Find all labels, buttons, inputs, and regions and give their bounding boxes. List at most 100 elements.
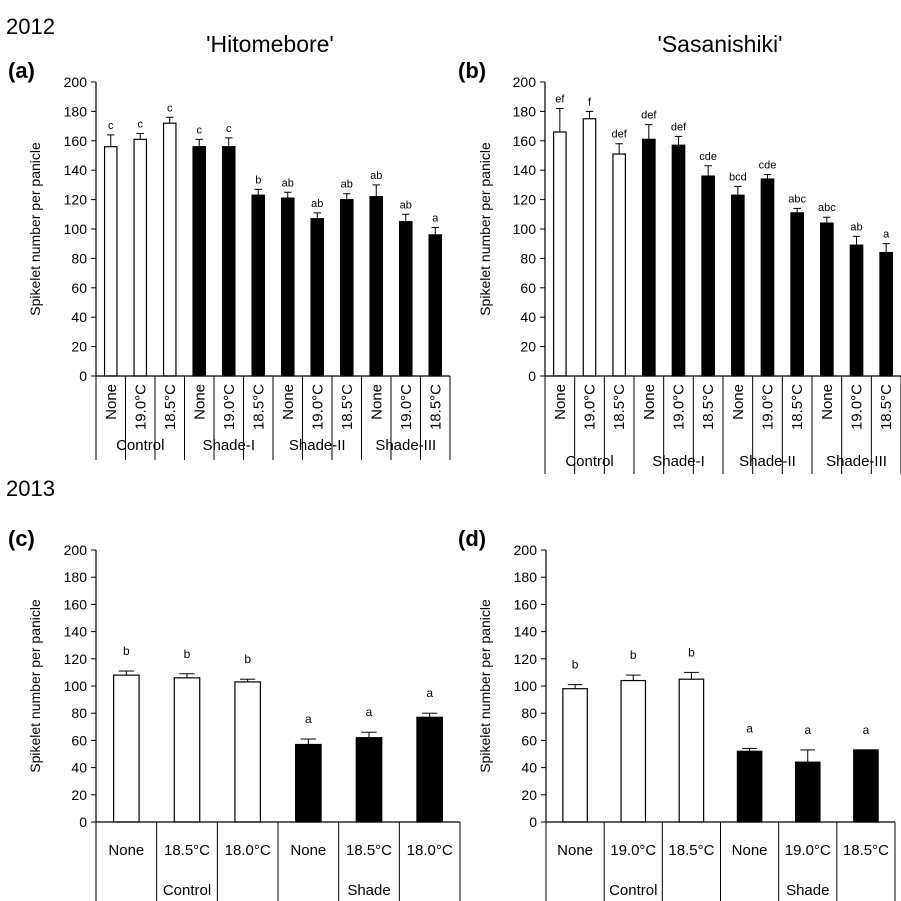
bar <box>355 737 383 823</box>
category-label: 18.5°C <box>346 842 392 859</box>
y-tick-label: 120 <box>514 651 538 667</box>
bar <box>582 118 597 377</box>
significance-letter: b <box>688 645 695 659</box>
bar <box>553 131 567 377</box>
category-label: 18.5°C <box>339 384 356 430</box>
bar <box>339 199 354 377</box>
y-tick-label: 80 <box>520 250 536 266</box>
significance-letter: def <box>612 129 628 141</box>
significance-letter: ab <box>311 198 323 210</box>
panel-label: (a) <box>8 58 35 83</box>
significance-letter: b <box>572 658 579 672</box>
significance-letter: a <box>305 712 312 726</box>
bar <box>562 688 588 823</box>
bar <box>612 153 626 377</box>
significance-letter: ab <box>370 170 382 182</box>
y-tick-label: 60 <box>520 280 536 296</box>
significance-letter: ab <box>282 177 294 189</box>
group-label: Shade <box>786 882 829 899</box>
y-tick-label: 20 <box>520 339 536 355</box>
y-tick-label: 40 <box>71 309 87 325</box>
category-label: None <box>290 842 326 859</box>
panel-label: (c) <box>8 526 35 551</box>
group-label: Shade-II <box>289 437 346 454</box>
bar <box>416 716 444 823</box>
y-tick-label: 0 <box>529 814 537 830</box>
y-tick-label: 140 <box>514 624 538 640</box>
category-label: 19.0°C <box>132 384 149 430</box>
y-tick-label: 140 <box>64 162 88 178</box>
bar <box>731 194 745 377</box>
y-tick-label: 80 <box>521 705 537 721</box>
group-label: Control <box>565 453 613 470</box>
bar <box>794 761 821 823</box>
y-tick-label: 140 <box>64 624 88 640</box>
significance-letter: ab <box>341 179 353 191</box>
category-label: 19.0°C <box>309 384 326 430</box>
y-tick-label: 20 <box>71 339 87 355</box>
y-tick-label: 180 <box>64 103 88 119</box>
category-label: 18.5°C <box>878 384 895 430</box>
bar <box>280 197 295 377</box>
significance-letter: bcd <box>729 171 747 183</box>
y-tick-label: 200 <box>64 74 88 90</box>
y-tick-label: 160 <box>514 596 538 612</box>
panel-label: (b) <box>458 58 486 83</box>
y-axis-title: Spikelet number per panicle <box>27 142 43 316</box>
bar <box>790 212 804 377</box>
y-axis-title: Spikelet number per panicle <box>477 599 493 773</box>
bar <box>162 122 177 377</box>
y-tick-label: 160 <box>513 133 537 149</box>
y-tick-label: 80 <box>71 250 87 266</box>
y-tick-label: 20 <box>71 787 87 803</box>
y-tick-label: 60 <box>71 280 87 296</box>
significance-letter: cde <box>759 160 777 172</box>
bar <box>849 244 864 377</box>
group-label: Shade <box>347 882 390 899</box>
y-tick-label: 200 <box>514 542 538 558</box>
significance-letter: c <box>108 120 114 132</box>
y-tick-label: 40 <box>521 760 537 776</box>
category-label: 18.0°C <box>225 842 271 859</box>
category-label: 19.0°C <box>582 384 599 430</box>
y-tick-label: 0 <box>79 814 87 830</box>
significance-letter: a <box>432 213 439 225</box>
category-label: 18.5°C <box>843 842 889 859</box>
cultivar-title-sasanishiki: 'Sasanishiki' <box>657 31 782 57</box>
significance-letter: b <box>255 174 261 186</box>
y-tick-label: 120 <box>64 192 88 208</box>
significance-letter: ab <box>850 221 862 233</box>
bar <box>820 222 834 377</box>
significance-letter: c <box>226 123 232 135</box>
bar <box>620 679 647 823</box>
cultivar-title-hitomebore: 'Hitomebore' <box>206 31 334 57</box>
bar <box>853 749 879 823</box>
y-tick-label: 40 <box>520 309 536 325</box>
category-label: 18.5°C <box>427 384 444 430</box>
chart-panel-a: (a) 0 20 40 60 80 100 120 140 160 180 200 Spikelet n… <box>8 58 451 460</box>
bar <box>234 681 262 823</box>
y-tick-label: 100 <box>513 221 537 237</box>
year-2013-label: 2013 <box>6 476 55 501</box>
bar <box>642 138 656 377</box>
y-tick-label: 60 <box>521 732 537 748</box>
category-label: 19.0°C <box>671 384 688 430</box>
y-tick-label: 120 <box>513 192 537 208</box>
category-label: None <box>641 384 658 420</box>
category-label: 18.5°C <box>164 842 210 859</box>
bar <box>736 750 763 823</box>
bar <box>112 674 140 823</box>
category-label: 18.5°C <box>162 384 179 430</box>
significance-letter: ab <box>400 199 412 211</box>
chart-panel-d: (d) 0 20 40 60 80 100 120 140 160 180 200 Spikelet n… <box>458 526 896 901</box>
significance-letter: b <box>244 652 251 666</box>
significance-letter: abc <box>818 202 836 214</box>
y-tick-label: 140 <box>513 162 537 178</box>
category-label: 19.0°C <box>610 842 656 859</box>
chart-panel-c: (c) 0 20 40 60 80 100 120 140 160 180 200 Spikelet n… <box>8 526 461 901</box>
category-label: 19.0°C <box>785 842 831 859</box>
bar <box>294 743 322 823</box>
category-label: 19.0°C <box>221 384 238 430</box>
y-tick-label: 120 <box>64 651 88 667</box>
category-label: 18.5°C <box>700 384 717 430</box>
